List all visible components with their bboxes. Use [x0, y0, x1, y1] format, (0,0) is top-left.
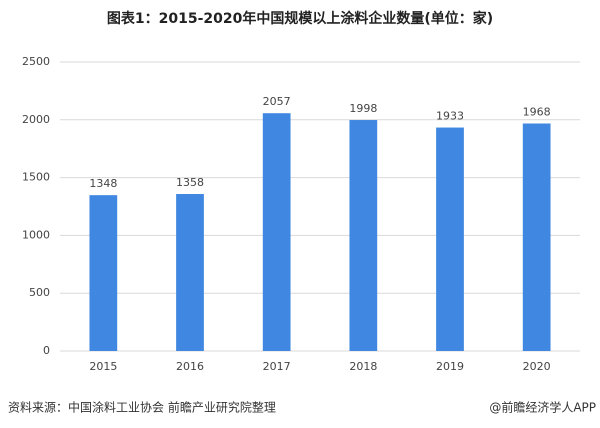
value-label: 1358 [176, 176, 204, 189]
x-tick-label: 2017 [263, 360, 291, 373]
source-note: 资料来源：中国涂料工业协会 前瞻产业研究院整理 [8, 400, 276, 415]
x-tick-label: 2019 [436, 360, 464, 373]
bar [436, 127, 464, 351]
y-tick-label: 500 [29, 286, 50, 299]
bar [522, 123, 551, 351]
value-label: 2057 [263, 95, 291, 108]
y-tick-label: 0 [43, 344, 50, 357]
x-tick-label: 2020 [523, 360, 551, 373]
bar [176, 194, 204, 351]
bar [349, 120, 378, 352]
value-label: 1968 [523, 105, 551, 118]
credit: @前瞻经济学人APP [489, 400, 596, 415]
y-tick-label: 1000 [22, 228, 50, 241]
x-tick-label: 2015 [89, 360, 117, 373]
bar [262, 113, 291, 351]
y-tick-label: 1500 [22, 171, 50, 184]
y-tick-label: 2500 [22, 55, 50, 68]
x-tick-label: 2016 [176, 360, 204, 373]
x-tick-label: 2018 [349, 360, 377, 373]
value-label: 1933 [436, 110, 464, 123]
value-label: 1348 [89, 177, 117, 190]
bar [89, 195, 118, 351]
chart-title: 图表1：2015-2020年中国规模以上涂料企业数量(单位：家) [107, 10, 493, 27]
value-label: 1998 [349, 102, 377, 115]
y-tick-label: 2000 [22, 113, 50, 126]
